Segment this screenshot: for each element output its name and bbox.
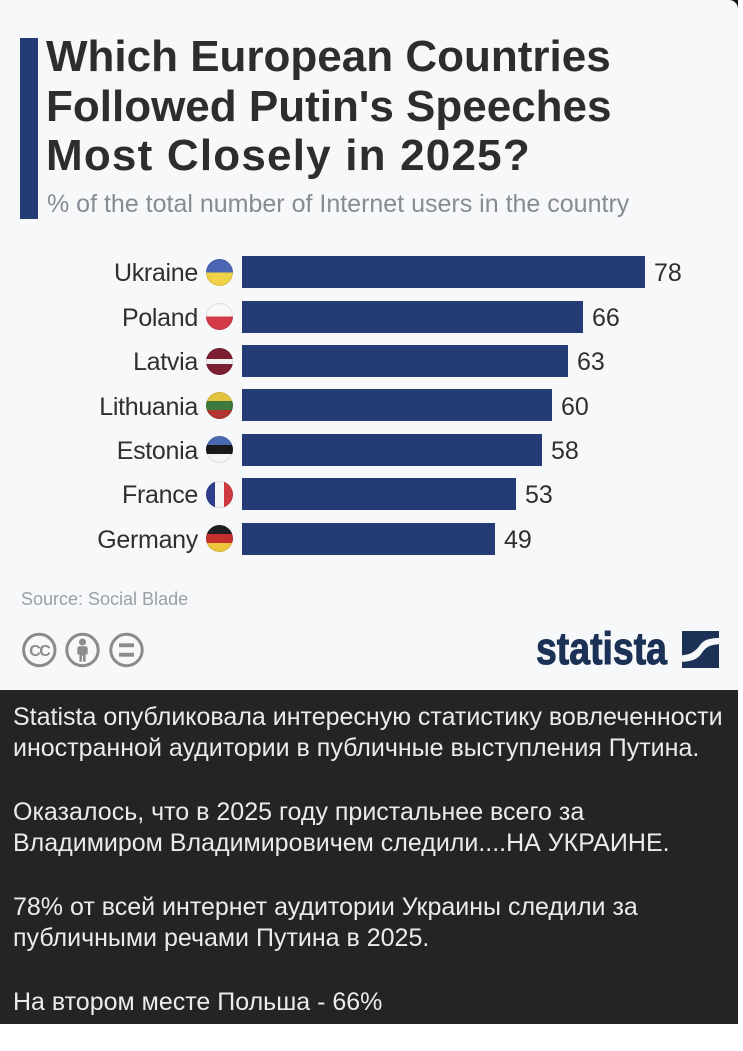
svg-text:statista: statista [536, 625, 668, 671]
svg-text:CC: CC [29, 643, 51, 660]
